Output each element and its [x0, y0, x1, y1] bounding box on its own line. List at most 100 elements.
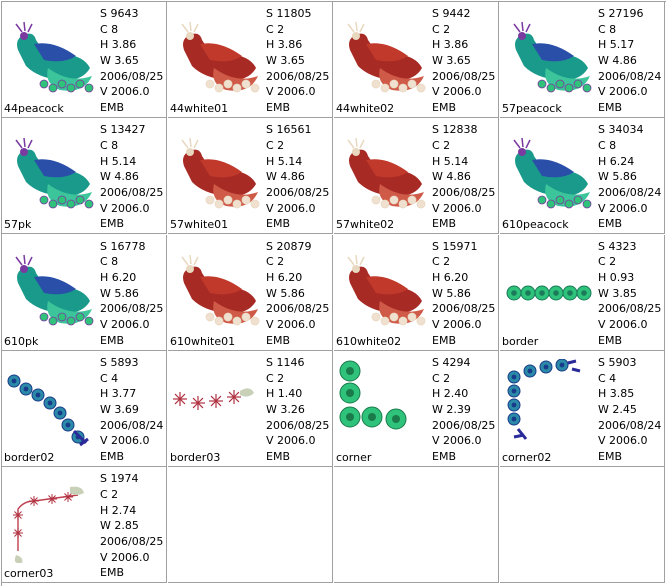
- meta-h: H 6.20: [266, 270, 303, 284]
- meta-w: W 2.85: [100, 519, 139, 533]
- design-tile-44white01[interactable]: 44white01 S 11805 C 2 H 3.86 W 3.65 2006/08/2…: [168, 2, 333, 118]
- meta-w: W 3.65: [266, 54, 305, 68]
- meta-v: V 2006.0: [100, 318, 150, 332]
- meta-s: S 20879: [266, 239, 312, 253]
- design-meta: S 13427 C 8 H 5.14 W 4.86 2006/08/25 V 2006.0…: [100, 122, 163, 232]
- design-tile-57peacock[interactable]: 57peacock S 27196 C 8 H 5.17 W 4.86 2006/08/2…: [500, 2, 665, 118]
- meta-date: 2006/08/25: [100, 534, 164, 548]
- meta-w: W 3.69: [100, 402, 139, 416]
- design-tile-57white02[interactable]: 57white02 S 12838 C 2 H 5.14 W 4.86 2006/08/2…: [334, 118, 499, 235]
- meta-fmt: EMB: [100, 333, 124, 347]
- design-thumbnail-icon: [15, 21, 94, 93]
- meta-h: H 5.14: [432, 154, 469, 168]
- design-meta: S 1974 C 2 H 2.74 W 2.85 2006/08/25 V 2006.0 E…: [100, 471, 163, 581]
- design-tile-57pk[interactable]: 57pk S 13427 C 8 H 5.14 W 4.86 2006/08/25 V 20…: [2, 118, 167, 235]
- meta-w: W 4.86: [266, 170, 305, 184]
- design-name: corner: [336, 450, 372, 464]
- design-tile-corner03[interactable]: corner03 S 1974 C 2 H 2.74 W 2.85 2006/08/25 V…: [2, 467, 167, 584]
- design-tile-border02[interactable]: border02 S 5893 C 4 H 3.77 W 3.69 2006/08/24 V…: [2, 350, 167, 467]
- meta-fmt: EMB: [266, 101, 290, 115]
- meta-fmt: EMB: [100, 566, 124, 580]
- design-meta: S 1146 C 2 H 1.40 W 3.26 2006/08/25 V 2006.0 E…: [266, 355, 329, 465]
- design-name: border02: [4, 450, 55, 464]
- design-name: 44white02: [336, 102, 395, 115]
- design-tile-border03[interactable]: border03 S 1146 C 2 H 1.40 W 3.26 2006/08/25 V…: [168, 350, 333, 467]
- meta-c: C 2: [266, 22, 285, 36]
- design-tile-44peacock[interactable]: 44peacock S 9643 C 8 H 3.86 W 3.65 2006/08/25…: [2, 2, 167, 118]
- design-thumbnail-icon: [347, 254, 426, 325]
- design-name: 57pk: [4, 218, 32, 232]
- meta-c: C 8: [100, 255, 119, 269]
- design-meta: S 12838 C 2 H 5.14 W 4.86 2006/08/25 V 2006.0…: [432, 122, 495, 232]
- meta-w: W 5.86: [266, 286, 305, 300]
- meta-v: V 2006.0: [432, 434, 482, 448]
- design-meta: S 5893 C 4 H 3.77 W 3.69 2006/08/24 V 2006.0 E…: [100, 355, 163, 465]
- meta-w: W 2.45: [598, 402, 637, 416]
- design-meta: S 4294 C 2 H 2.40 W 2.39 2006/08/25 V 2006.0 E…: [432, 355, 495, 465]
- meta-h: H 3.86: [100, 38, 137, 52]
- meta-h: H 3.85: [598, 387, 635, 401]
- meta-c: C 2: [100, 487, 119, 501]
- meta-w: W 5.86: [598, 170, 637, 184]
- meta-s: S 16778: [100, 239, 146, 253]
- design-thumbnail-icon: [507, 358, 581, 440]
- design-tile-corner[interactable]: corner S 4294 C 2 H 2.40 W 2.39 2006/08/25 V 2…: [334, 350, 499, 467]
- meta-h: H 6.20: [100, 270, 137, 284]
- meta-h: H 5.14: [100, 154, 137, 168]
- design-tile-44white02[interactable]: 44white02 S 9442 C 2 H 3.86 W 3.65 2006/08/25…: [334, 2, 499, 118]
- meta-c: C 4: [100, 371, 119, 385]
- meta-w: W 3.26: [266, 402, 305, 416]
- meta-w: W 4.86: [100, 170, 139, 184]
- meta-date: 2006/08/25: [266, 186, 330, 200]
- design-name: 57white01: [170, 218, 229, 232]
- meta-s: S 4323: [598, 239, 637, 253]
- meta-date: 2006/08/24: [598, 69, 662, 83]
- meta-s: S 9643: [100, 7, 139, 20]
- meta-s: S 5893: [100, 355, 139, 369]
- design-tile-610peacock[interactable]: 610peacock S 34034 C 8 H 6.24 W 5.86 2006/08/…: [500, 118, 665, 235]
- design-tile-corner02[interactable]: corner02 S 5903 C 4 H 3.85 W 2.45 2006/08/24 V…: [500, 350, 665, 467]
- meta-v: V 2006.0: [432, 318, 482, 332]
- meta-v: V 2006.0: [100, 434, 150, 448]
- meta-date: 2006/08/25: [100, 186, 164, 200]
- meta-h: H 3.86: [266, 38, 303, 52]
- meta-v: V 2006.0: [266, 434, 316, 448]
- meta-c: C 8: [100, 22, 119, 36]
- design-thumbnail-icon: [347, 21, 426, 93]
- meta-v: V 2006.0: [100, 85, 150, 99]
- meta-fmt: EMB: [432, 333, 456, 347]
- meta-fmt: EMB: [432, 450, 456, 464]
- meta-c: C 2: [266, 138, 285, 152]
- meta-date: 2006/08/25: [266, 418, 330, 432]
- meta-date: 2006/08/25: [432, 69, 496, 83]
- meta-v: V 2006.0: [432, 85, 482, 99]
- design-tile-57white01[interactable]: 57white01 S 16561 C 2 H 5.14 W 4.86 2006/08/2…: [168, 118, 333, 235]
- design-meta: S 16561 C 2 H 5.14 W 4.86 2006/08/25 V 2006.0…: [266, 122, 329, 232]
- meta-fmt: EMB: [598, 450, 622, 464]
- design-name: 57peacock: [502, 102, 562, 115]
- meta-s: S 13427: [100, 123, 146, 137]
- meta-fmt: EMB: [266, 450, 290, 464]
- meta-v: V 2006.0: [432, 201, 482, 215]
- meta-h: H 2.74: [100, 503, 137, 517]
- meta-v: V 2006.0: [266, 201, 316, 215]
- design-name: 44peacock: [4, 102, 64, 115]
- design-thumbnail-icon: [506, 285, 592, 301]
- design-name: 610white01: [170, 334, 236, 348]
- meta-s: S 27196: [598, 7, 644, 20]
- design-name: 57white02: [336, 218, 395, 232]
- meta-c: C 2: [432, 371, 451, 385]
- meta-h: H 3.86: [432, 38, 469, 52]
- design-thumbnail-icon: [13, 486, 84, 564]
- design-thumbnail-icon: [181, 21, 260, 93]
- meta-s: S 11805: [266, 7, 312, 20]
- meta-w: W 4.86: [432, 170, 471, 184]
- meta-date: 2006/08/25: [266, 302, 330, 316]
- meta-h: H 1.40: [266, 387, 303, 401]
